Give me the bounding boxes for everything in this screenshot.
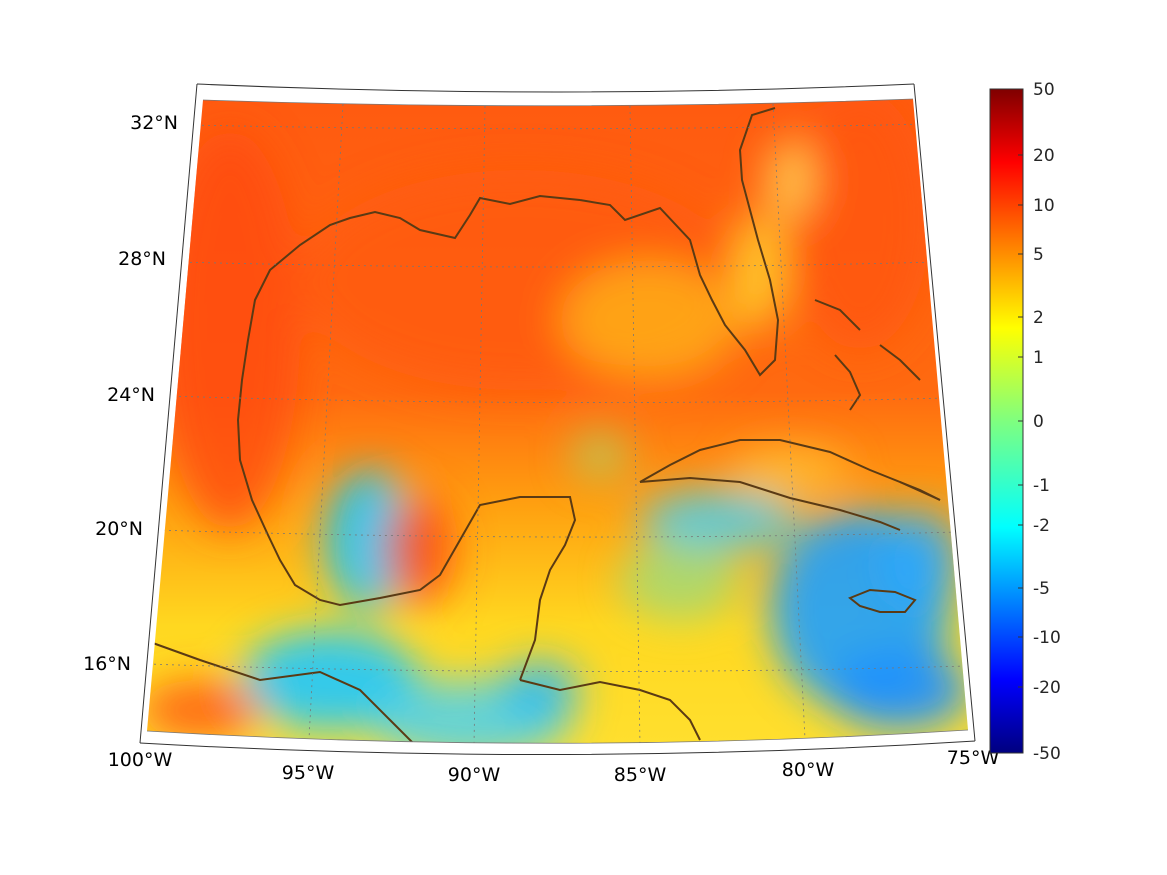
- meridian-90: [473, 105, 486, 744]
- lat-label-20: 20°N: [95, 518, 143, 540]
- bahamas-outline: [814, 299, 921, 411]
- colorbar-label-0: 0: [1033, 412, 1044, 432]
- graticule: [147, 103, 967, 744]
- colorbar-label-1: 1: [1033, 348, 1044, 368]
- lon-label-100: 100°W: [108, 749, 173, 771]
- parallel-28: [177, 261, 938, 268]
- colorbar-label-minus5: -5: [1033, 579, 1050, 599]
- colorbar-tick-marks: [1018, 154, 1023, 688]
- lon-label-75: 75°W: [947, 747, 1000, 769]
- colorbar-label-2: 2: [1033, 308, 1044, 328]
- cuba-outline: [639, 439, 941, 501]
- jamaica-outline: [848, 588, 917, 613]
- coastlines: [149, 107, 941, 744]
- parallel-24: [166, 395, 948, 403]
- lat-label-28: 28°N: [118, 248, 166, 270]
- colorbar-label-minus1: -1: [1033, 476, 1050, 496]
- lat-label-24: 24°N: [107, 384, 155, 406]
- lat-tick-labels: 32°N 28°N 24°N 20°N 16°N: [83, 112, 178, 675]
- cuba-south-outline: [639, 476, 901, 531]
- colorbar-label-minus20: -20: [1033, 678, 1061, 698]
- lat-label-32: 32°N: [130, 112, 178, 134]
- honduras-coast-outline: [519, 679, 701, 741]
- colorbar-label-50: 50: [1033, 80, 1055, 100]
- central-america-outline: [149, 641, 421, 744]
- colorbar-label-20: 20: [1033, 146, 1055, 166]
- florida-coast-outline: [579, 107, 780, 377]
- hispaniola-outline: [899, 481, 941, 501]
- lon-label-95: 95°W: [282, 762, 335, 784]
- colorbar-ramp: [989, 88, 1024, 754]
- lat-label-16: 16°N: [83, 653, 131, 675]
- data-field: [147, 99, 968, 744]
- colorbar: 50 20 10 5 2 1 0 -1 -2 -5 -10 -20 -50: [989, 80, 1061, 764]
- lon-label-80: 80°W: [782, 759, 835, 781]
- colorbar-label-minus10: -10: [1033, 628, 1061, 648]
- parallel-20: [156, 529, 958, 538]
- colorbar-label-10: 10: [1033, 196, 1055, 216]
- colorbar-label-minus50: -50: [1033, 744, 1061, 764]
- gulf-coast-outline: [236, 194, 581, 681]
- colorbar-label-minus2: -2: [1033, 516, 1050, 536]
- lon-tick-labels: 100°W 95°W 90°W 85°W 80°W 75°W: [108, 747, 1000, 786]
- map-frame: [139, 83, 976, 756]
- meridian-95: [308, 103, 344, 740]
- colorbar-label-5: 5: [1033, 245, 1044, 265]
- lon-label-90: 90°W: [448, 764, 501, 786]
- parallel-32: [189, 123, 926, 130]
- lon-label-85: 85°W: [614, 764, 667, 786]
- meridian-80: [772, 103, 806, 740]
